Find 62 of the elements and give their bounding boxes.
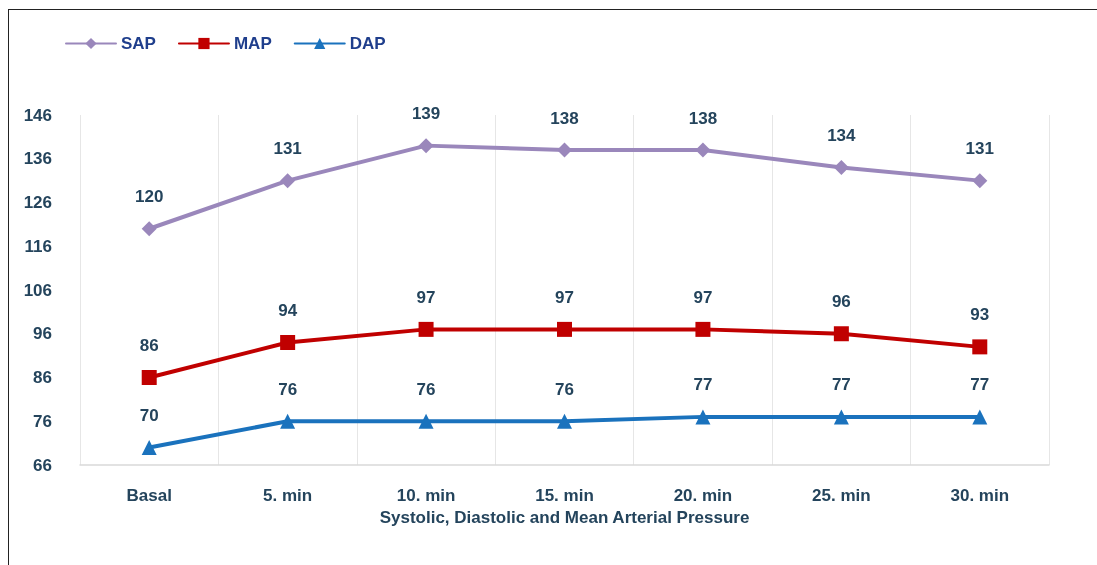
data-label: 70 (139, 406, 159, 425)
point (418, 321, 434, 337)
data-label: 97 (416, 287, 436, 307)
point (695, 142, 711, 158)
y-tick-label: 146 (23, 105, 52, 125)
x-tick-label: 25. min (812, 486, 871, 505)
point (972, 173, 988, 189)
data-label: 93 (970, 305, 990, 325)
data-label: 97 (555, 287, 574, 307)
x-tick-label: 20. min (673, 486, 733, 505)
data-label: 131 (965, 139, 994, 159)
data-label: 77 (831, 375, 851, 395)
point (557, 321, 572, 337)
y-tick-label: 86 (33, 368, 52, 387)
point (972, 409, 988, 425)
point (557, 413, 572, 429)
point (972, 339, 988, 355)
data-label: 76 (416, 379, 436, 399)
point (418, 413, 434, 429)
point (141, 440, 157, 455)
y-tick-label: 76 (33, 411, 52, 431)
point (833, 160, 849, 175)
legend-label: SAP (121, 34, 156, 53)
y-tick-label: 106 (23, 280, 52, 300)
point (280, 413, 296, 429)
x-tick-label: Basal (126, 486, 172, 505)
point (833, 409, 849, 425)
data-label: 120 (135, 187, 164, 207)
data-label: 131 (273, 139, 302, 159)
data-label: 94 (278, 301, 298, 320)
data-label: 86 (139, 336, 159, 355)
legend-label: MAP (233, 34, 272, 53)
data-label: 134 (827, 126, 857, 145)
point (695, 321, 711, 337)
point (280, 173, 296, 189)
y-tick-label: 136 (23, 149, 52, 169)
data-label: 138 (688, 108, 718, 128)
y-tick-label: 96 (33, 324, 52, 344)
data-label: 77 (693, 375, 713, 395)
point (695, 409, 711, 425)
data-label: 77 (970, 375, 990, 395)
x-tick-label: 15. min (535, 486, 594, 505)
x-tick-label: 30. min (950, 486, 1010, 505)
point (141, 370, 157, 385)
y-tick-label: 126 (23, 193, 52, 212)
x-tick-label: 5. min (263, 486, 313, 505)
legend-label: DAP (349, 34, 386, 53)
x-axis-title: Systolic, Diastolic and Mean Arterial Pressure (379, 507, 750, 527)
y-tick-label: 66 (33, 455, 52, 475)
data-label: 76 (555, 379, 574, 399)
y-tick-label: 116 (24, 236, 52, 256)
data-label: 97 (693, 287, 713, 307)
data-label: 96 (831, 292, 851, 312)
x-tick-label: 10. min (396, 486, 456, 505)
data-label: 139 (411, 104, 441, 124)
data-label: 138 (550, 108, 579, 128)
point (418, 138, 434, 154)
point (280, 335, 296, 350)
point (833, 326, 849, 342)
point (557, 142, 572, 158)
point (141, 221, 157, 237)
data-label: 76 (278, 379, 298, 399)
